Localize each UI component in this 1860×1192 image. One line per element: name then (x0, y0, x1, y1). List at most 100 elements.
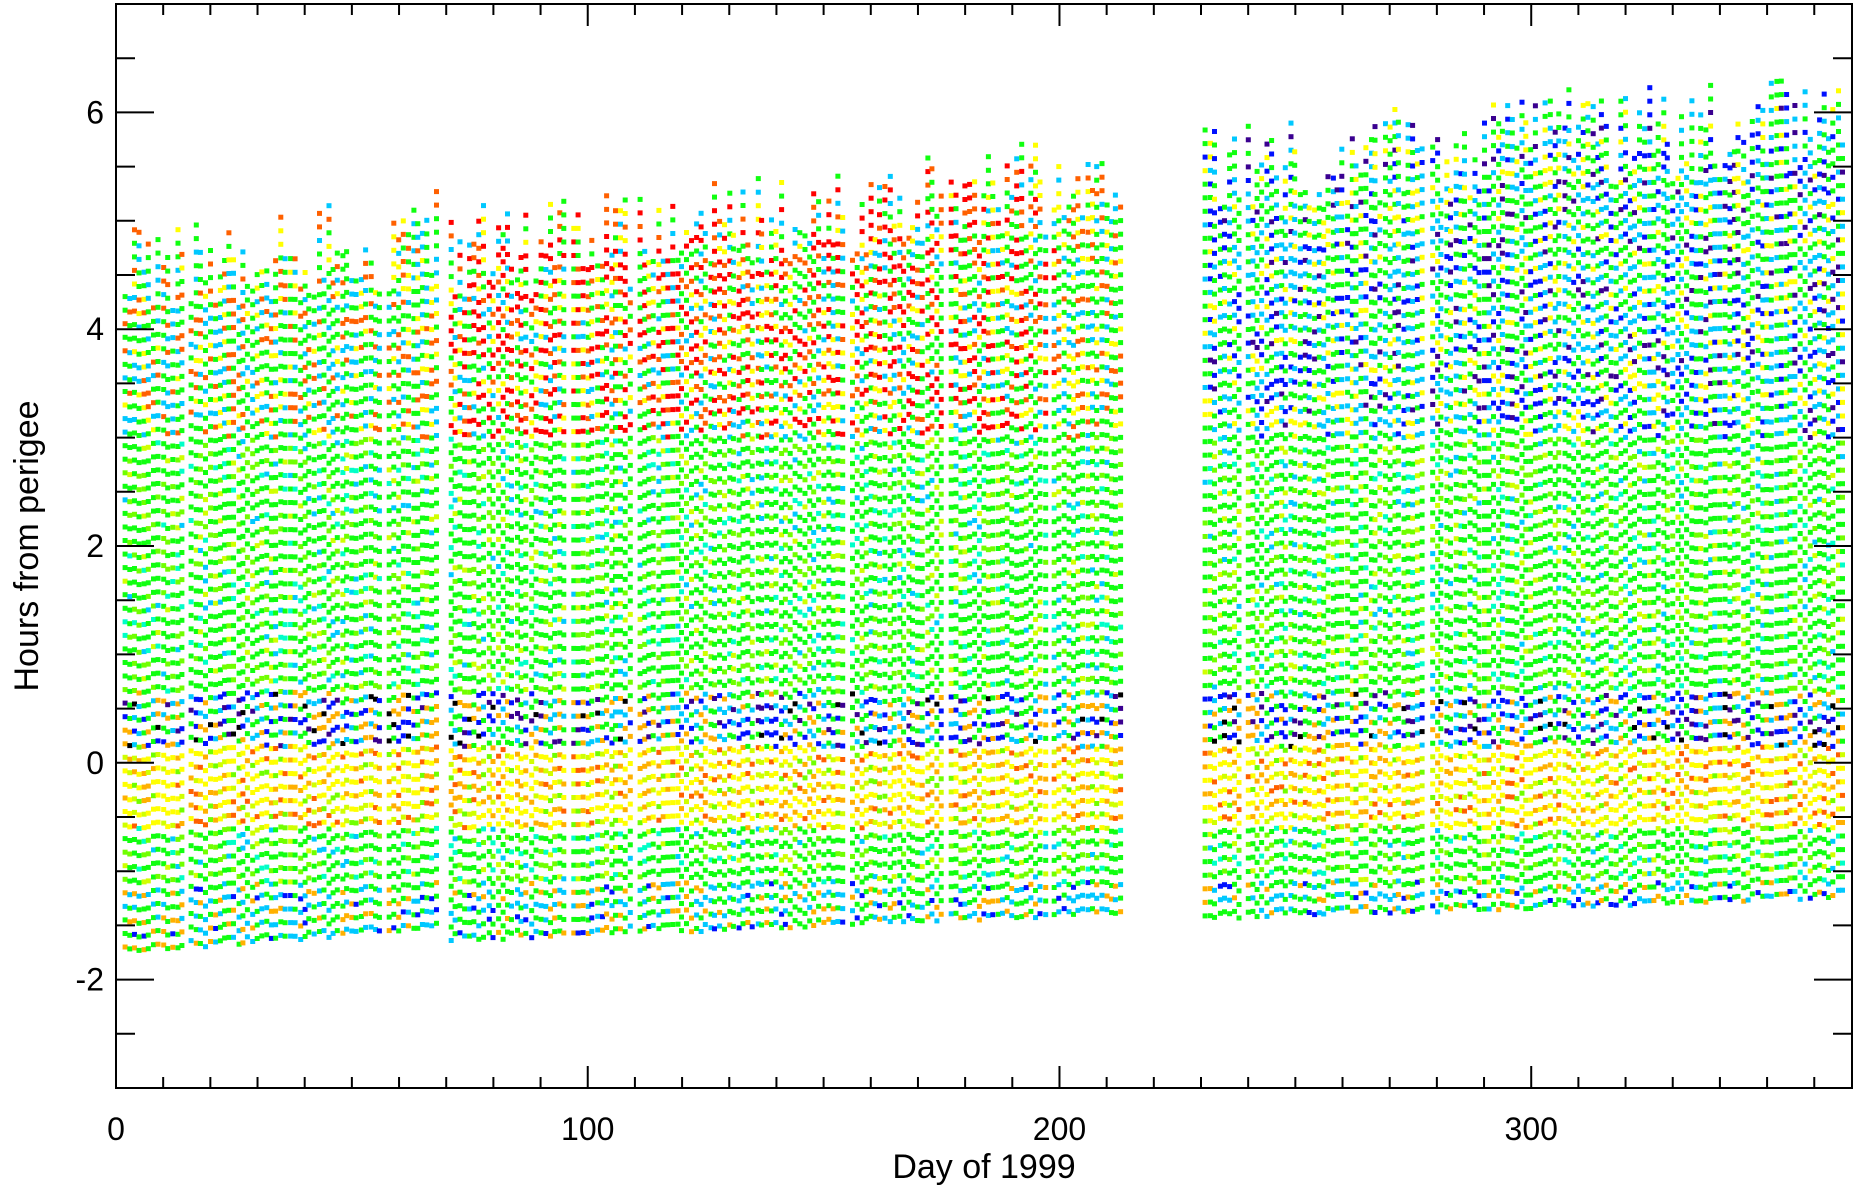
data-point (273, 705, 278, 710)
data-point (306, 903, 311, 908)
data-point (179, 902, 184, 907)
data-point (165, 472, 170, 477)
data-point (127, 581, 132, 586)
data-point (496, 916, 501, 921)
data-point (523, 321, 528, 326)
data-point (354, 753, 359, 758)
data-point (523, 335, 528, 340)
data-point (298, 666, 303, 671)
data-point (226, 393, 231, 398)
data-point (156, 562, 161, 567)
data-point (523, 904, 528, 909)
data-point (496, 429, 501, 434)
data-point (523, 497, 528, 502)
data-point (387, 589, 392, 594)
data-point (179, 591, 184, 596)
data-point (354, 793, 359, 798)
data-point (123, 836, 128, 841)
data-point (306, 388, 311, 393)
data-point (146, 269, 151, 274)
data-point (354, 875, 359, 880)
data-point (189, 667, 194, 672)
data-point (387, 860, 392, 865)
data-point (259, 649, 264, 654)
data-point (462, 676, 467, 681)
data-point (589, 766, 594, 771)
data-point (595, 263, 600, 268)
data-point (420, 272, 425, 277)
data-point (240, 344, 245, 349)
data-point (198, 833, 203, 838)
data-point (273, 502, 278, 507)
data-point (189, 315, 194, 320)
data-point (391, 614, 396, 619)
data-point (317, 238, 322, 243)
data-point (491, 895, 496, 900)
data-point (264, 729, 269, 734)
data-point (561, 646, 566, 651)
data-point (240, 791, 245, 796)
data-point (255, 868, 260, 873)
data-point (496, 727, 501, 732)
data-point (288, 893, 293, 898)
data-point (208, 329, 213, 334)
data-point (589, 265, 594, 270)
data-point (449, 450, 454, 455)
data-point (415, 926, 420, 931)
data-point (369, 708, 374, 713)
data-point (156, 305, 161, 310)
data-point (293, 487, 298, 492)
data-point (170, 484, 175, 489)
data-point (552, 292, 557, 297)
data-point (298, 856, 303, 861)
data-point (449, 843, 454, 848)
data-point (264, 919, 269, 924)
data-point (312, 417, 317, 422)
data-point (509, 727, 514, 732)
data-point (424, 801, 429, 806)
data-point (434, 203, 439, 208)
data-point (467, 703, 472, 708)
data-point (415, 817, 420, 822)
data-point (420, 908, 425, 913)
data-point (519, 526, 524, 531)
data-point (529, 813, 534, 818)
data-point (127, 391, 132, 396)
data-point (471, 553, 476, 558)
data-point (543, 836, 548, 841)
data-point (240, 520, 245, 525)
data-point (515, 860, 520, 865)
data-point (240, 737, 245, 742)
data-point (250, 898, 255, 903)
data-point (548, 839, 553, 844)
data-point (415, 397, 420, 402)
data-point (462, 568, 467, 573)
data-point (406, 354, 411, 359)
data-point (561, 240, 566, 245)
data-point (467, 636, 472, 641)
data-point (462, 866, 467, 871)
data-point (189, 369, 194, 374)
data-point (317, 536, 322, 541)
data-point (255, 353, 260, 358)
data-point (548, 785, 553, 790)
data-point (317, 441, 322, 446)
data-point (571, 565, 576, 570)
data-point (369, 789, 374, 794)
data-point (354, 739, 359, 744)
data-point (595, 805, 600, 810)
data-point (203, 402, 208, 407)
data-point (293, 853, 298, 858)
data-point (534, 414, 539, 419)
data-point (471, 838, 476, 843)
data-point (476, 246, 481, 251)
data-point (519, 499, 524, 504)
data-point (369, 342, 374, 347)
data-point (406, 910, 411, 915)
data-point (571, 497, 576, 502)
data-point (127, 553, 132, 558)
data-point (123, 308, 128, 313)
data-point (548, 432, 553, 437)
data-point (387, 495, 392, 500)
data-point (179, 726, 184, 731)
